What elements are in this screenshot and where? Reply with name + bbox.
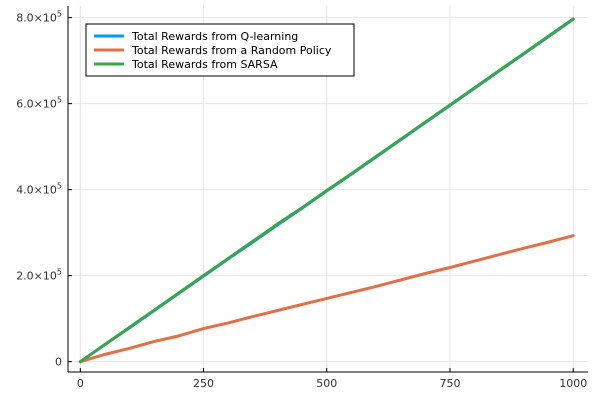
y-tick-mantissa: 2.0×10 bbox=[16, 270, 57, 283]
y-tick-label: 4.0×105 bbox=[16, 182, 62, 197]
legend-box bbox=[85, 23, 355, 77]
y-tick-exponent: 5 bbox=[57, 268, 62, 277]
y-tick-label: 2.0×105 bbox=[16, 268, 62, 283]
x-tick-label: 500 bbox=[316, 377, 337, 390]
y-tick-mantissa: 4.0×10 bbox=[16, 184, 57, 197]
x-tick-label: 0 bbox=[77, 377, 84, 390]
y-tick-label: 8.0×105 bbox=[16, 10, 62, 25]
y-tick-mantissa: 0 bbox=[55, 356, 62, 369]
plot-lines bbox=[78, 17, 575, 364]
y-tick-mantissa: 8.0×10 bbox=[16, 12, 57, 25]
x-tick-label: 750 bbox=[439, 377, 460, 390]
y-tick-exponent: 5 bbox=[57, 182, 62, 191]
series-line-3 bbox=[78, 17, 575, 364]
x-tick-label: 1000 bbox=[559, 377, 587, 390]
series-line-2 bbox=[78, 234, 575, 364]
legend-label: Total Rewards from SARSA bbox=[131, 58, 278, 71]
legend-label: Total Rewards from a Random Policy bbox=[131, 44, 332, 57]
y-tick-exponent: 5 bbox=[57, 96, 62, 105]
legend-label: Total Rewards from Q-learning bbox=[131, 30, 298, 43]
x-tick-label: 250 bbox=[193, 377, 214, 390]
y-tick-label: 6.0×105 bbox=[16, 96, 62, 111]
axes: 0 250 500 750 100002.0×1054.0×1056.0×1058.0×… bbox=[16, 6, 588, 390]
y-tick-label: 0 bbox=[55, 356, 62, 369]
y-tick-mantissa: 6.0×10 bbox=[16, 98, 57, 111]
y-tick-exponent: 5 bbox=[57, 10, 62, 19]
